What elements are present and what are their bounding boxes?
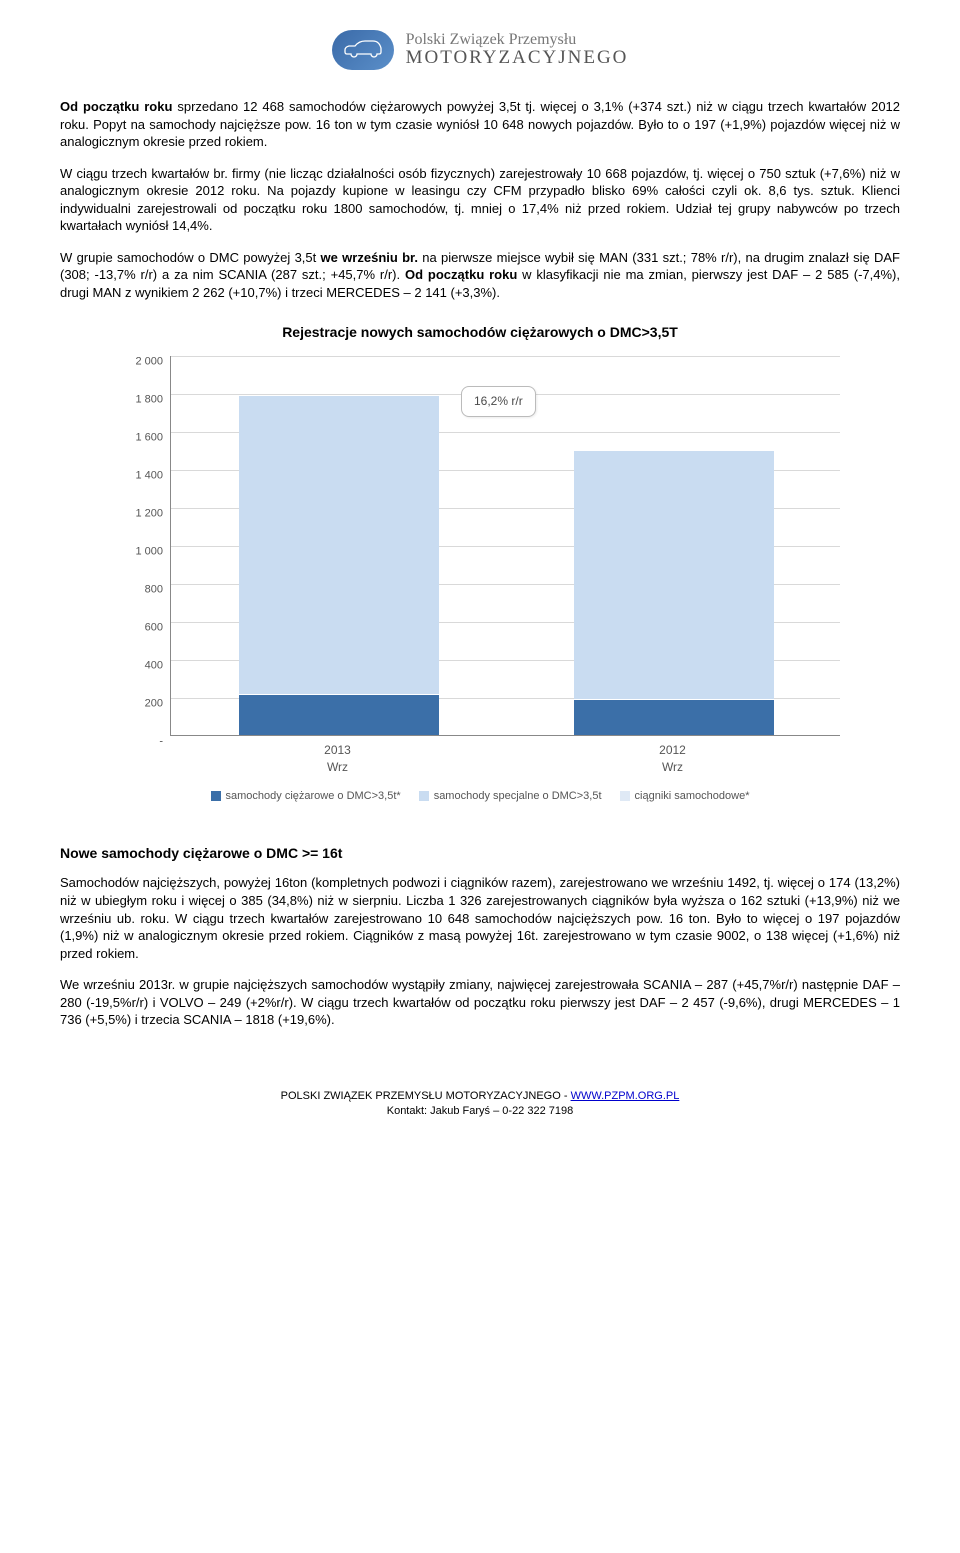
chart-legend-item: samochody ciężarowe o DMC>3,5t* <box>211 789 401 804</box>
chart-ytick: 1 000 <box>121 544 163 559</box>
chart-legend-item: ciągniki samochodowe* <box>620 789 750 804</box>
p3a: W grupie samochodów o DMC powyżej 3,5t <box>60 250 321 265</box>
p3d: Od początku roku <box>405 267 517 282</box>
chart-legend-item: samochody specjalne o DMC>3,5t <box>419 789 602 804</box>
chart-bar-segment <box>239 395 439 693</box>
org-line2: MOTORYZACYJNEGO <box>406 48 629 68</box>
paragraph-2: W ciągu trzech kwartałów br. firmy (nie … <box>60 165 900 235</box>
org-name: Polski Związek Przemysłu MOTORYZACYJNEGO <box>406 32 629 69</box>
paragraph-4: Samochodów najcięższych, powyżej 16ton (… <box>60 874 900 962</box>
chart-gridline <box>171 356 840 357</box>
chart-bar <box>574 450 774 735</box>
chart-title: Rejestracje nowych samochodów ciężarowyc… <box>120 323 840 342</box>
chart-bar-segment <box>239 694 439 736</box>
chart-bar-segment <box>574 699 774 735</box>
chart-ytick: 1 600 <box>121 430 163 445</box>
paragraph-3: W grupie samochodów o DMC powyżej 3,5t w… <box>60 249 900 302</box>
footer-text: POLSKI ZWIĄZEK PRZEMYSŁU MOTORYZACYJNEGO… <box>281 1090 571 1102</box>
p1-lead: Od początku roku <box>60 99 172 114</box>
legend-swatch <box>620 791 630 801</box>
paragraph-1: Od początku roku sprzedano 12 468 samoch… <box>60 98 900 151</box>
footer-line2: Kontakt: Jakub Faryś – 0-22 322 7198 <box>60 1104 900 1119</box>
chart: Rejestracje nowych samochodów ciężarowyc… <box>120 323 840 803</box>
footer: POLSKI ZWIĄZEK PRZEMYSŁU MOTORYZACYJNEGO… <box>60 1089 900 1119</box>
logo-badge <box>332 30 394 70</box>
legend-label: ciągniki samochodowe* <box>635 789 750 804</box>
chart-x-labels: 2013Wrz2012Wrz <box>170 736 840 774</box>
paragraph-5: We wrześniu 2013r. w grupie najcięższych… <box>60 976 900 1029</box>
chart-ytick: 400 <box>121 658 163 673</box>
chart-xlabel: 2012Wrz <box>505 736 840 774</box>
chart-ytick: 800 <box>121 582 163 597</box>
chart-ytick: 600 <box>121 620 163 635</box>
chart-xlabel: 2013Wrz <box>170 736 505 774</box>
chart-legend: samochody ciężarowe o DMC>3,5t* samochody… <box>120 789 840 804</box>
section-heading-16t: Nowe samochody ciężarowe o DMC >= 16t <box>60 844 900 863</box>
footer-line1: POLSKI ZWIĄZEK PRZEMYSŁU MOTORYZACYJNEGO… <box>60 1089 900 1104</box>
car-icon <box>343 38 383 62</box>
legend-label: samochody ciężarowe o DMC>3,5t* <box>226 789 401 804</box>
org-line1: Polski Związek Przemysłu <box>406 32 629 49</box>
chart-callout: 16,2% r/r <box>461 386 536 416</box>
p1-body: sprzedano 12 468 samochodów ciężarowych … <box>60 99 900 149</box>
legend-swatch <box>419 791 429 801</box>
chart-bar-segment <box>574 450 774 699</box>
chart-bar <box>239 395 439 735</box>
chart-plot-area: -2004006008001 0001 2001 4001 6001 8002 … <box>170 356 840 736</box>
p3b: we wrześniu br. <box>321 250 418 265</box>
chart-ytick: - <box>121 734 163 749</box>
footer-link[interactable]: WWW.PZPM.ORG.PL <box>571 1090 680 1102</box>
legend-label: samochody specjalne o DMC>3,5t <box>434 789 602 804</box>
chart-ytick: 1 200 <box>121 506 163 521</box>
chart-ytick: 1 800 <box>121 392 163 407</box>
header-logo: Polski Związek Przemysłu MOTORYZACYJNEGO <box>60 30 900 70</box>
chart-ytick: 2 000 <box>121 354 163 369</box>
chart-ytick: 200 <box>121 696 163 711</box>
chart-ytick: 1 400 <box>121 468 163 483</box>
legend-swatch <box>211 791 221 801</box>
